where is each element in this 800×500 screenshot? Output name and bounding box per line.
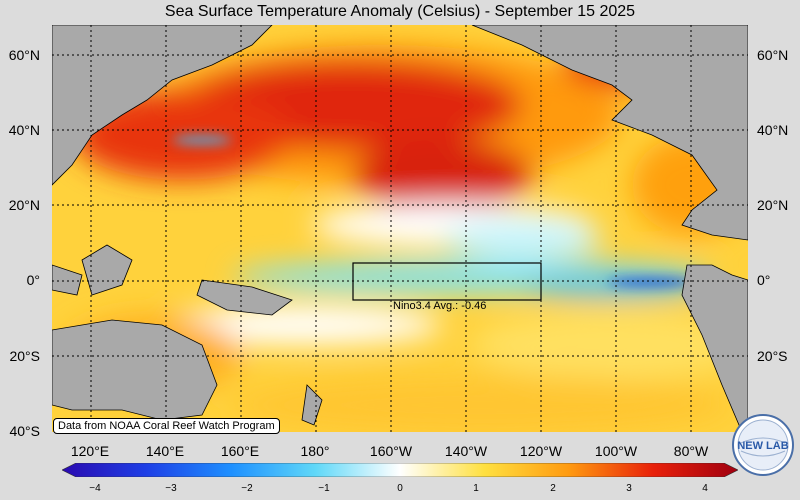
lon-label-120w: 120°W <box>519 443 563 459</box>
nino34-average-label: Nino3.4 Avg.: -0.46 <box>393 300 487 312</box>
colorbar-tick-1: 1 <box>473 483 479 494</box>
lat-label-0-left: 0° <box>26 272 40 288</box>
lon-label-160w: 160°W <box>369 443 413 459</box>
lat-label-40s-left: 40°S <box>9 423 40 439</box>
colorbar-tick-minus2: −2 <box>241 483 253 494</box>
new-guinea-landmass <box>196 279 293 316</box>
lon-label-100w: 100°W <box>594 443 638 459</box>
lon-label-120e: 120°E <box>70 443 110 459</box>
lat-label-60n-left: 60°N <box>8 47 40 63</box>
colorbar-tick-minus4: −4 <box>89 483 101 494</box>
new-lab-logo: NEW LAB <box>732 414 794 476</box>
north-america-landmass <box>471 25 748 241</box>
asia-landmass <box>52 25 273 186</box>
lat-label-20s-left: 20°S <box>9 348 40 364</box>
colorbar-tick-minus1: −1 <box>318 483 330 494</box>
lon-label-80w: 80°W <box>673 443 709 459</box>
australia-landmass <box>52 319 218 421</box>
sumatra-landmass <box>52 264 83 296</box>
map-title: Sea Surface Temperature Anomaly (Celsius… <box>164 3 636 20</box>
land-masses <box>52 25 748 432</box>
colorbar-tick-minus3: −3 <box>165 483 177 494</box>
colorbar-tick-0: 0 <box>397 483 403 494</box>
lat-label-60n-right: 60°N <box>757 47 789 63</box>
colorbar <box>62 463 738 477</box>
colorbar-tick-4: 4 <box>702 483 708 494</box>
graticule <box>52 25 748 432</box>
south-america-landmass <box>681 264 748 432</box>
colorbar-tick-2: 2 <box>550 483 556 494</box>
lon-label-140w: 140°W <box>444 443 488 459</box>
lat-label-20n-right: 20°N <box>757 197 789 213</box>
lat-label-20n-left: 20°N <box>8 197 40 213</box>
lat-label-40n-right: 40°N <box>757 122 789 138</box>
colorbar-tick-3: 3 <box>626 483 632 494</box>
lon-label-160e: 160°E <box>220 443 260 459</box>
lat-label-20s-right: 20°S <box>757 348 788 364</box>
lat-label-40n-left: 40°N <box>8 122 40 138</box>
borneo-landmass <box>81 244 133 296</box>
lat-label-0-right: 0° <box>757 272 771 288</box>
new-zealand-landmass <box>301 384 323 426</box>
lon-label-180: 180° <box>300 443 330 459</box>
sst-map-svg <box>52 25 748 432</box>
logo-text: NEW LAB <box>737 440 788 452</box>
lon-label-140e: 140°E <box>145 443 185 459</box>
colorbar-gradient <box>62 463 738 477</box>
data-credit-label: Data from NOAA Coral Reef Watch Program <box>53 418 280 434</box>
sst-anomaly-map <box>52 25 748 432</box>
